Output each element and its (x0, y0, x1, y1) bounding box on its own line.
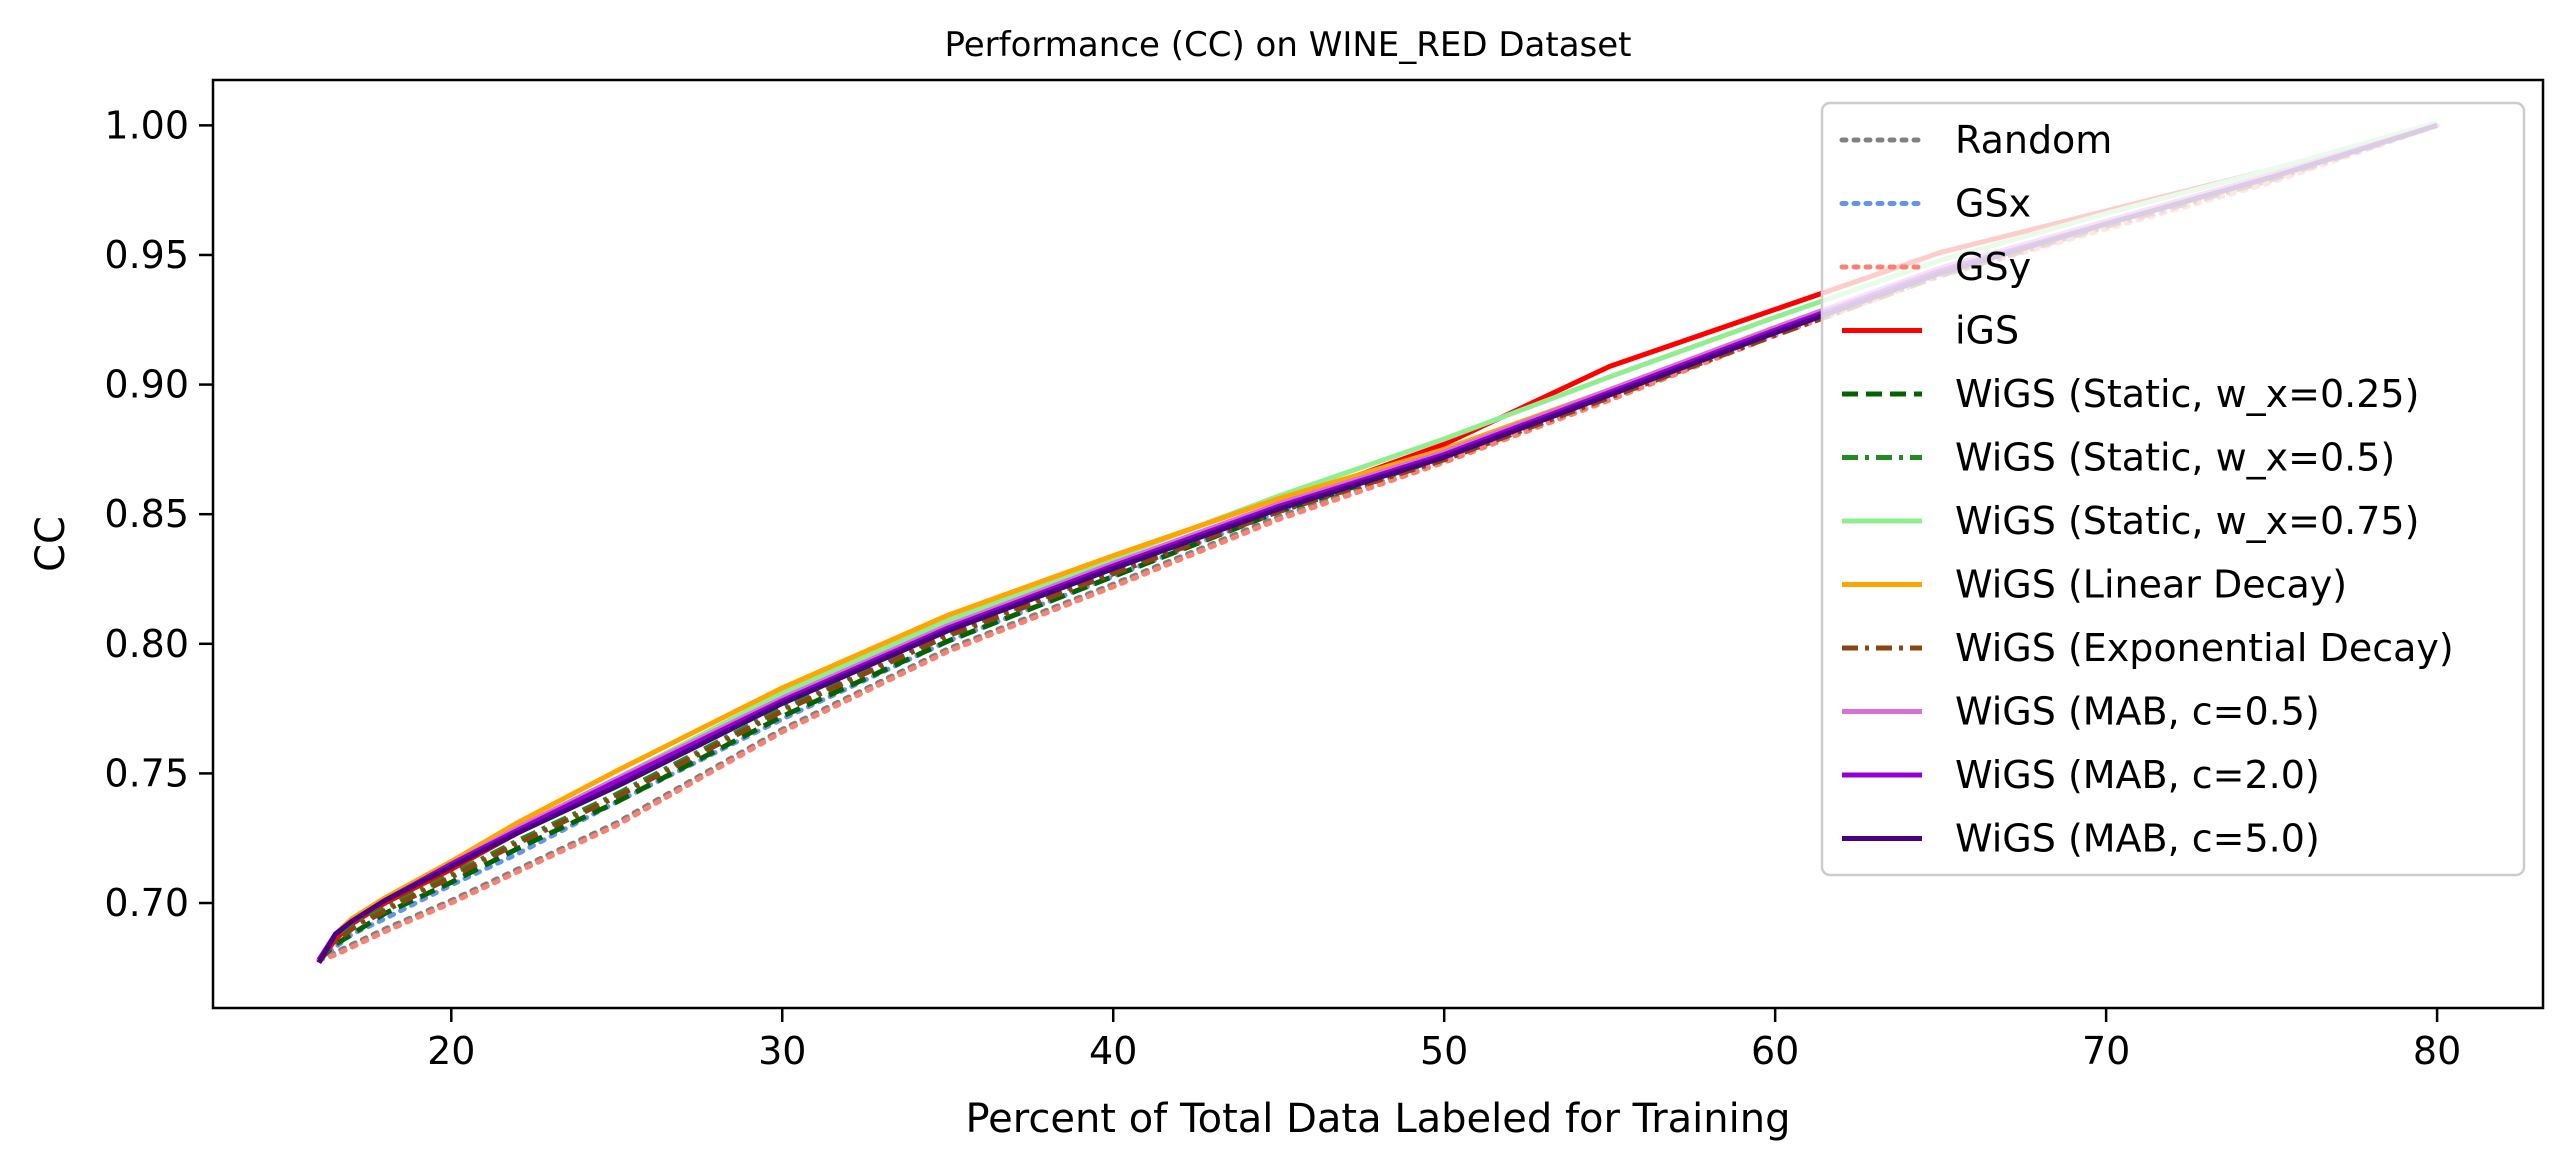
legend-label-wigs-static-w-x-0-75: WiGS (Static, w_x=0.75) (1955, 499, 2419, 543)
legend-items: Random GSx GSy iGS WiGS (Static, w_x=0.25) Wi… (1839, 118, 2454, 861)
y-tick-label: 0.85 (104, 492, 189, 536)
legend-label-wigs-mab-c-5-0: WiGS (MAB, c=5.0) (1955, 817, 2320, 861)
y-tick-label: 0.70 (104, 881, 189, 925)
x-tick-label: 70 (2082, 1029, 2130, 1073)
y-tick-label: 1.00 (104, 103, 189, 147)
legend-label-wigs-mab-c-0-5: WiGS (MAB, c=0.5) (1955, 690, 2320, 734)
x-tick-label: 40 (1089, 1029, 1137, 1073)
legend-label-wigs-static-w-x-0-5: WiGS (Static, w_x=0.5) (1955, 436, 2395, 480)
legend-box (1820, 101, 2526, 877)
legend-label-igs: iGS (1955, 309, 2019, 353)
legend: Random GSx GSy iGS WiGS (Static, w_x=0.25) Wi… (1820, 101, 2526, 877)
y-tick-label: 0.75 (104, 751, 189, 795)
legend-label-gsx: GSx (1955, 182, 2031, 226)
legend-label-wigs-mab-c-2-0: WiGS (MAB, c=2.0) (1955, 753, 2320, 797)
legend-label-wigs-exponential-decay: WiGS (Exponential Decay) (1955, 626, 2454, 670)
y-axis-ticks: 0.70 0.75 0.80 0.85 0.90 0.95 1.00 (104, 103, 213, 925)
x-tick-label: 60 (1751, 1029, 1799, 1073)
x-tick-label: 50 (1420, 1029, 1468, 1073)
plot-frame (211, 78, 2545, 1010)
x-tick-label: 80 (2413, 1029, 2461, 1073)
x-tick-label: 30 (758, 1029, 806, 1073)
legend-label-wigs-static-w-x-0-25: WiGS (Static, w_x=0.25) (1955, 372, 2419, 416)
chart-title: Performance (CC) on WINE_RED Dataset (944, 25, 1631, 65)
x-axis-label: Percent of Total Data Labeled for Traini… (965, 1096, 1790, 1142)
y-axis-label: CC (28, 516, 74, 572)
y-tick-label: 0.95 (104, 233, 189, 277)
x-tick-label: 20 (427, 1029, 475, 1073)
legend-label-random: Random (1955, 118, 2112, 162)
y-tick-label: 0.80 (104, 622, 189, 666)
legend-label-wigs-linear-decay: WiGS (Linear Decay) (1955, 563, 2347, 607)
y-tick-label: 0.90 (104, 363, 189, 407)
series-line-wigs-static-w-x-0-25 (317, 123, 2438, 962)
x-axis-ticks: 20 30 40 50 60 70 80 (427, 1008, 2461, 1073)
legend-label-gsy: GSy (1955, 245, 2031, 289)
